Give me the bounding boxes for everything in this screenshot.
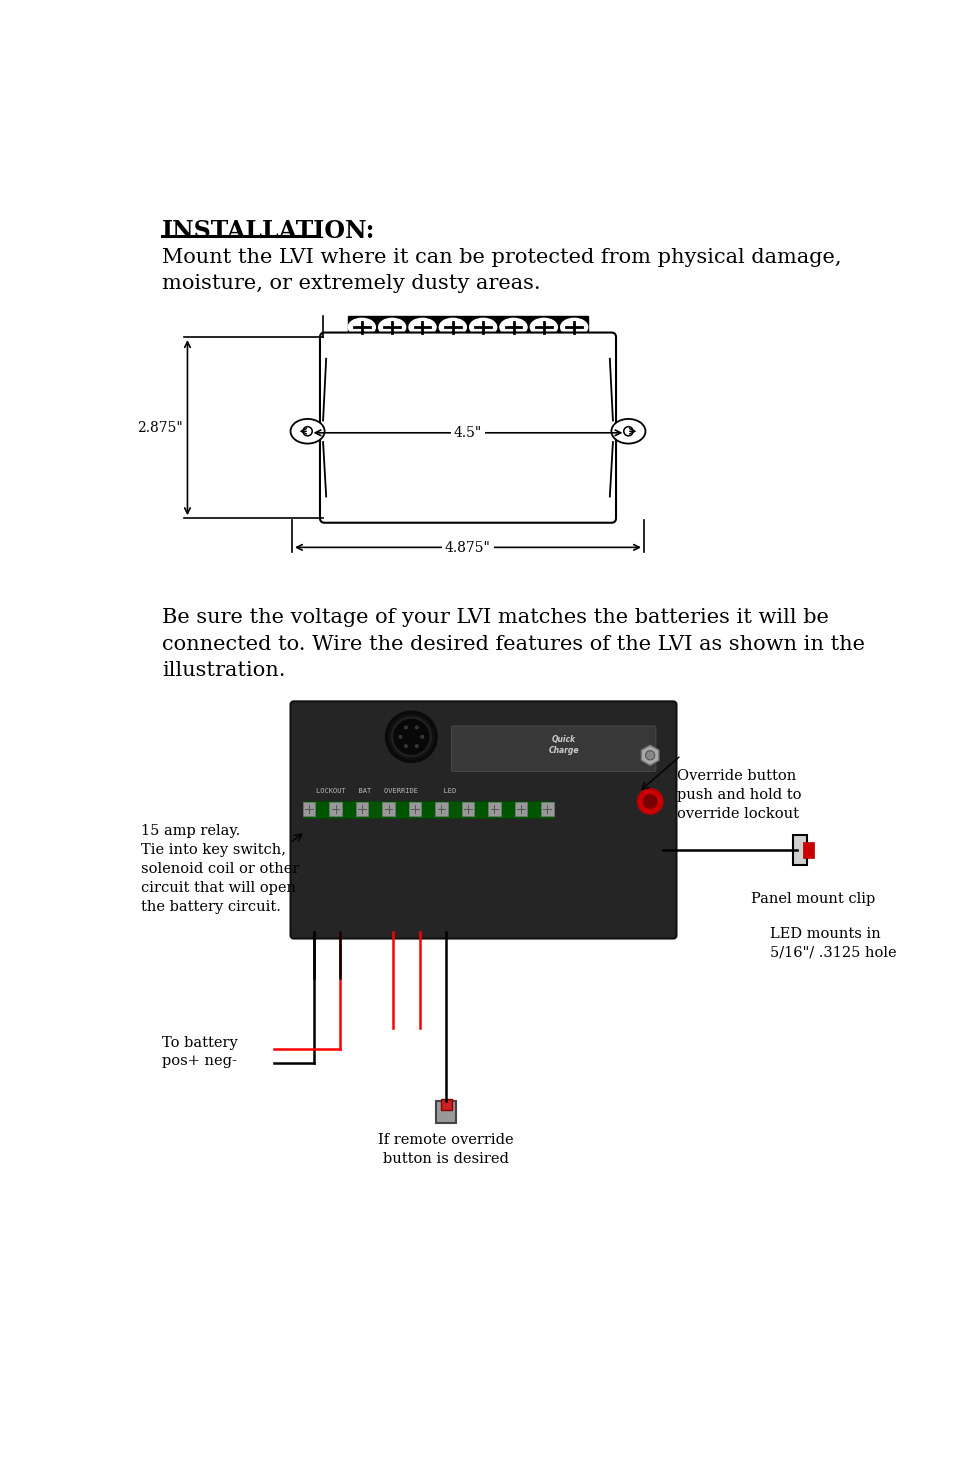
Circle shape: [404, 745, 407, 748]
FancyBboxPatch shape: [303, 801, 553, 817]
FancyBboxPatch shape: [802, 842, 813, 857]
Text: Quick
Charge: Quick Charge: [548, 735, 578, 755]
FancyBboxPatch shape: [793, 835, 806, 866]
Circle shape: [420, 735, 423, 739]
FancyBboxPatch shape: [488, 802, 500, 816]
Ellipse shape: [611, 419, 645, 444]
Circle shape: [637, 789, 661, 814]
FancyBboxPatch shape: [382, 802, 395, 816]
Text: Be sure the voltage of your LVI matches the batteries it will be
connected to. W: Be sure the voltage of your LVI matches …: [162, 608, 864, 680]
FancyBboxPatch shape: [436, 1100, 456, 1122]
FancyBboxPatch shape: [435, 802, 447, 816]
Text: Mount the LVI where it can be protected from physical damage,
moisture, or extre: Mount the LVI where it can be protected …: [162, 248, 841, 294]
Text: 4.875": 4.875": [445, 541, 491, 555]
Ellipse shape: [378, 319, 405, 336]
FancyBboxPatch shape: [319, 332, 616, 522]
Circle shape: [645, 751, 654, 760]
Circle shape: [392, 717, 430, 757]
Text: Panel mount clip: Panel mount clip: [750, 892, 874, 906]
Circle shape: [404, 726, 407, 729]
Text: To battery
pos+ neg-: To battery pos+ neg-: [162, 1035, 237, 1068]
Text: INSTALLATION:: INSTALLATION:: [162, 220, 375, 243]
Text: LED mounts in
5/16"/ .3125 hole: LED mounts in 5/16"/ .3125 hole: [769, 926, 896, 960]
FancyBboxPatch shape: [461, 802, 474, 816]
FancyBboxPatch shape: [409, 802, 421, 816]
FancyBboxPatch shape: [348, 316, 587, 339]
FancyBboxPatch shape: [451, 726, 656, 771]
Circle shape: [415, 726, 417, 729]
Text: 4.5": 4.5": [454, 426, 481, 440]
Circle shape: [623, 426, 633, 437]
FancyBboxPatch shape: [540, 802, 553, 816]
Circle shape: [303, 426, 312, 437]
Circle shape: [398, 735, 401, 739]
FancyBboxPatch shape: [515, 802, 527, 816]
Text: Override button
push and hold to
override lockout: Override button push and hold to overrid…: [677, 768, 801, 822]
Text: 15 amp relay.
Tie into key switch,
solenoid coil or other
circuit that will open: 15 amp relay. Tie into key switch, solen…: [141, 825, 299, 913]
Polygon shape: [640, 745, 659, 766]
Ellipse shape: [348, 319, 375, 336]
Ellipse shape: [409, 319, 436, 336]
Ellipse shape: [560, 319, 587, 336]
FancyBboxPatch shape: [291, 702, 676, 938]
Ellipse shape: [439, 319, 465, 336]
Ellipse shape: [530, 319, 557, 336]
FancyBboxPatch shape: [303, 802, 315, 816]
Ellipse shape: [470, 319, 496, 336]
Circle shape: [386, 712, 436, 761]
Ellipse shape: [291, 419, 324, 444]
FancyBboxPatch shape: [355, 802, 368, 816]
FancyBboxPatch shape: [329, 802, 341, 816]
Ellipse shape: [499, 319, 526, 336]
Circle shape: [642, 795, 657, 808]
FancyBboxPatch shape: [440, 1099, 451, 1111]
Text: 2.875": 2.875": [137, 420, 183, 435]
Circle shape: [415, 745, 417, 748]
Text: LOCKOUT   BAT   OVERRIDE      LED: LOCKOUT BAT OVERRIDE LED: [316, 788, 456, 794]
Text: If remote override
button is desired: If remote override button is desired: [378, 1133, 514, 1167]
